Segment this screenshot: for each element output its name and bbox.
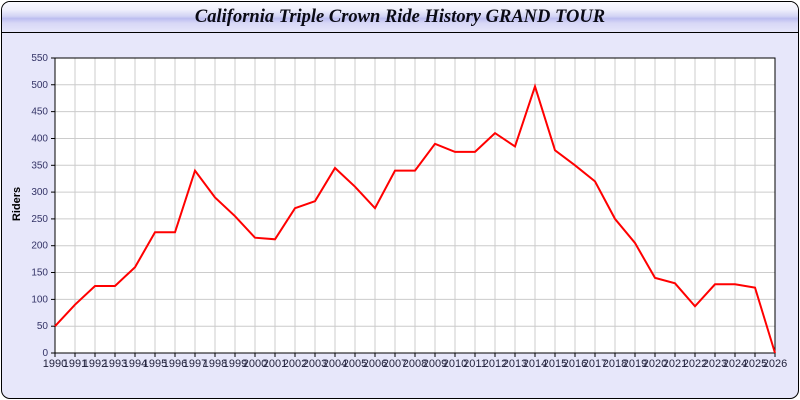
svg-text:550: 550	[31, 53, 48, 64]
svg-text:300: 300	[31, 187, 48, 198]
svg-text:250: 250	[31, 214, 48, 225]
svg-text:50: 50	[37, 321, 49, 332]
svg-text:450: 450	[31, 107, 48, 118]
svg-text:200: 200	[31, 241, 48, 252]
svg-text:0: 0	[42, 348, 48, 359]
svg-text:400: 400	[31, 134, 48, 145]
svg-text:350: 350	[31, 160, 48, 171]
svg-text:100: 100	[31, 294, 48, 305]
svg-text:150: 150	[31, 268, 48, 279]
svg-text:500: 500	[31, 80, 48, 91]
svg-text:2026: 2026	[763, 358, 787, 370]
